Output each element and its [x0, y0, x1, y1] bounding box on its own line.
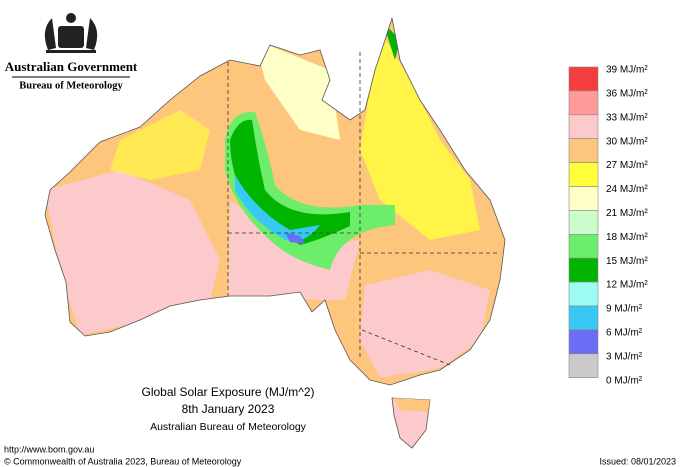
- legend: 39 MJ/m² 36 MJ/m² 33 MJ/m² 30 MJ/m² 27 MJ/m²…: [568, 65, 648, 386]
- legend-label: 36 MJ/m²: [606, 89, 648, 100]
- map-title: Global Solar Exposure (MJ/m^2): [141, 385, 314, 399]
- map-date: 8th January 2023: [182, 402, 275, 416]
- legend-swatch: [568, 186, 599, 211]
- copyright: © Commonwealth of Australia 2023, Bureau…: [4, 456, 242, 466]
- legend-label: 24 MJ/m²: [606, 184, 648, 195]
- legend-swatch: [568, 114, 599, 140]
- legend-swatch: [568, 329, 599, 355]
- australia-map: [44, 17, 506, 449]
- legend-swatch: [568, 210, 599, 235]
- legend-label: 6 MJ/m²: [606, 328, 643, 339]
- legend-label: 18 MJ/m²: [606, 232, 648, 243]
- agency: Australian Government: [5, 59, 138, 74]
- legend-swatch: [568, 162, 599, 187]
- legend-label: 3 MJ/m²: [606, 351, 643, 362]
- legend-swatch: [568, 90, 599, 116]
- legend-label: 21 MJ/m²: [606, 208, 648, 219]
- legend-label: 0 MJ/m²: [606, 375, 643, 386]
- legend-swatch: [568, 305, 599, 331]
- legend-swatch: [568, 66, 599, 92]
- legend-label: 33 MJ/m²: [606, 112, 648, 123]
- legend-label: 15 MJ/m²: [606, 256, 648, 267]
- legend-swatch: [568, 353, 599, 378]
- legend-swatch: [568, 257, 599, 283]
- coat-of-arms: [44, 13, 98, 53]
- legend-label: 27 MJ/m²: [606, 160, 648, 171]
- bureau: Bureau of Meteorology: [19, 80, 123, 91]
- legend-swatch: [568, 234, 599, 259]
- issued: Issued: 08/01/2023: [599, 456, 676, 466]
- legend-label: 39 MJ/m²: [606, 65, 648, 76]
- legend-label: 9 MJ/m²: [606, 304, 643, 315]
- legend-swatch: [568, 281, 599, 307]
- legend-swatch: [568, 138, 599, 163]
- legend-label: 30 MJ/m²: [606, 136, 648, 147]
- map-source: Australian Bureau of Meteorology: [150, 421, 307, 433]
- url: http://www.bom.gov.au: [4, 444, 94, 454]
- legend-label: 12 MJ/m²: [606, 280, 648, 291]
